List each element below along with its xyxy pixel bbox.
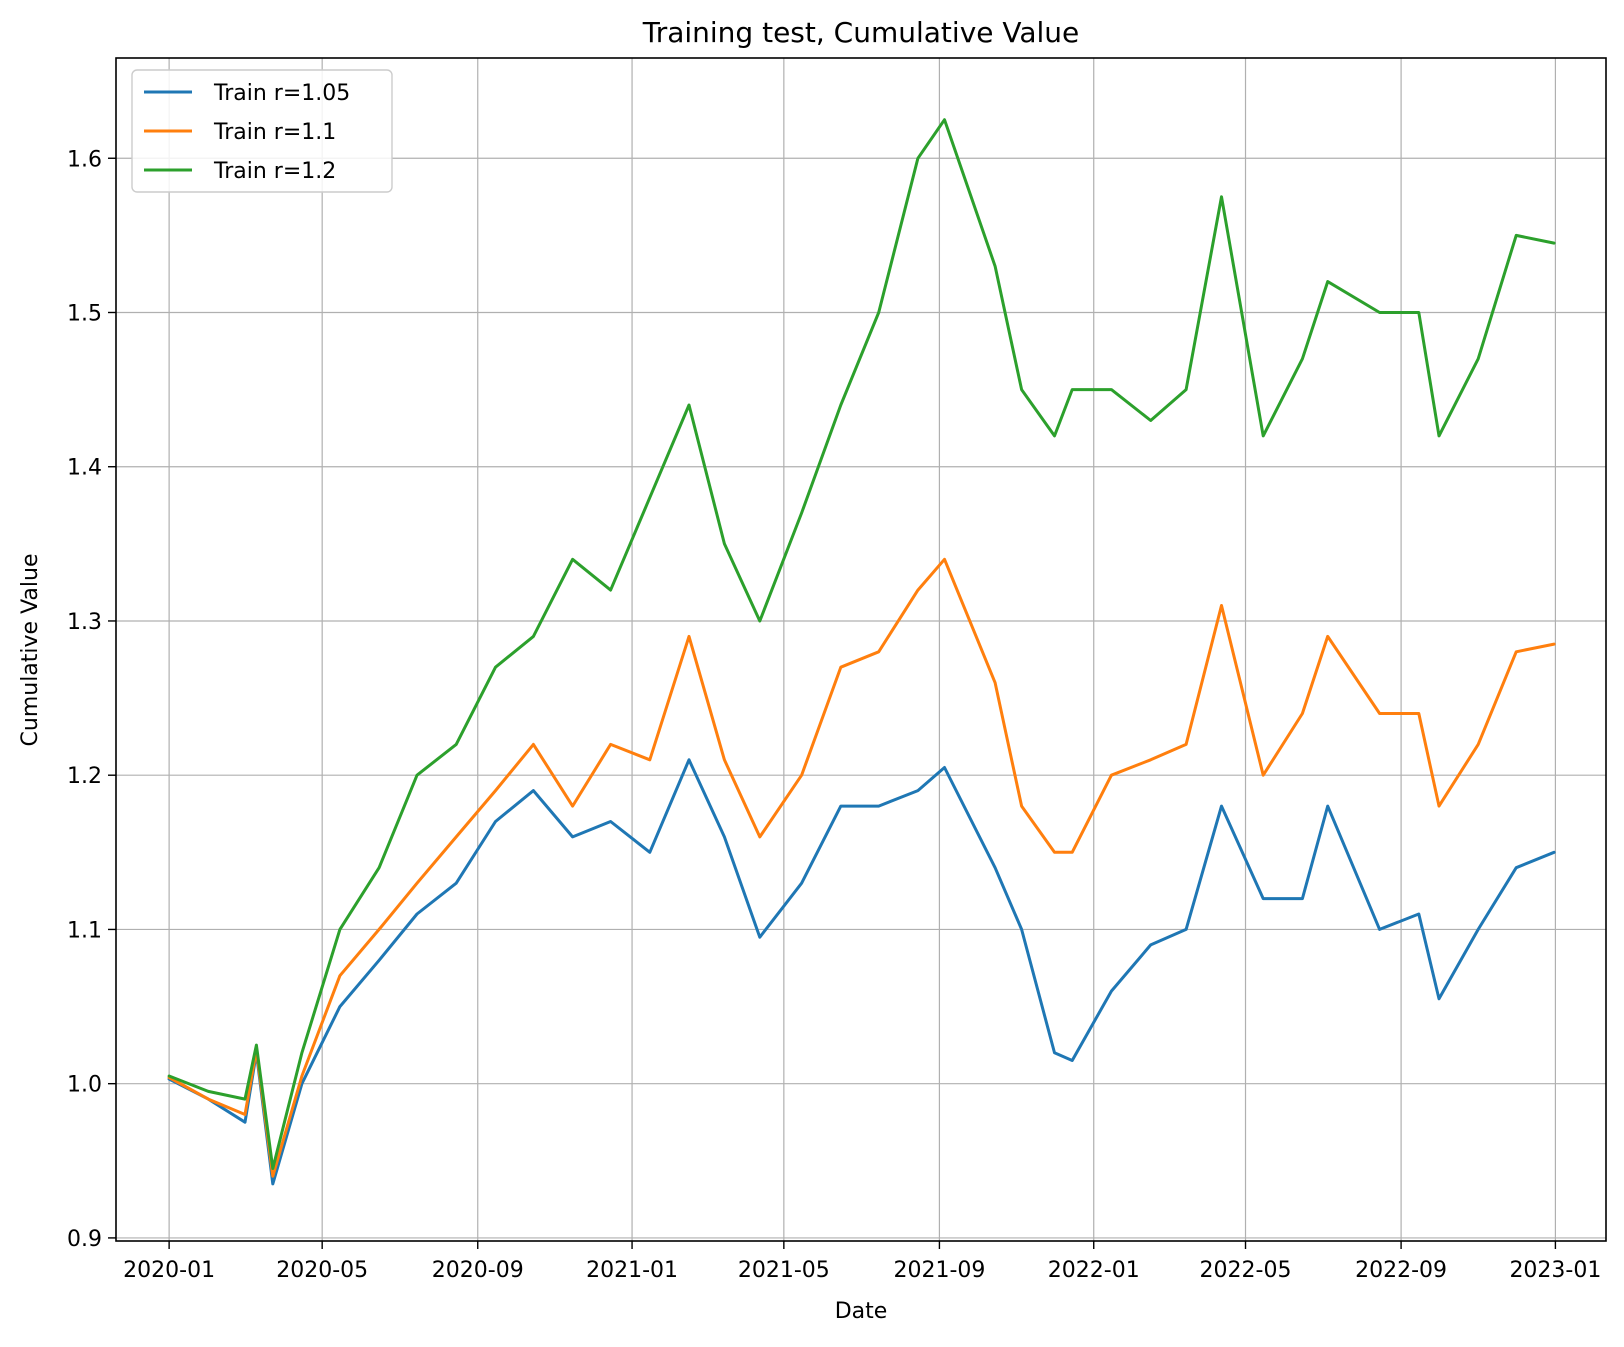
y-tick-label: 1.5 <box>67 301 102 326</box>
y-tick-label: 1.0 <box>67 1073 102 1098</box>
x-tick-label: 2023-01 <box>1509 1258 1601 1283</box>
grid <box>116 58 1606 1241</box>
y-tick-label: 0.9 <box>67 1227 102 1252</box>
y-tick-label: 1.1 <box>67 918 102 943</box>
x-tick-label: 2020-09 <box>432 1258 524 1283</box>
x-tick-label: 2020-01 <box>123 1258 215 1283</box>
legend: Train r=1.05 Train r=1.1 Train r=1.2 <box>131 69 393 193</box>
series-line <box>167 758 1556 1186</box>
y-tick-label: 1.3 <box>67 610 102 635</box>
legend-frame <box>131 69 393 193</box>
plot-frame <box>115 57 1607 1242</box>
x-tick-label: 2022-09 <box>1355 1258 1447 1283</box>
series-line <box>167 557 1556 1178</box>
x-tick-label: 2022-05 <box>1200 1258 1292 1283</box>
legend-label: Train r=1.2 <box>213 159 336 184</box>
legend-label: Train r=1.05 <box>213 81 350 106</box>
series-lines <box>167 118 1556 1186</box>
x-tick-label: 2021-05 <box>738 1258 830 1283</box>
axis-ticks: 2020-01 2020-05 2020-09 2021-01 2021-05 2021-… <box>67 147 1601 1283</box>
series-line <box>167 118 1556 1170</box>
y-tick-label: 1.6 <box>67 147 102 172</box>
x-tick-label: 2021-09 <box>893 1258 985 1283</box>
y-tick-label: 1.4 <box>67 456 102 481</box>
x-axis-label: Date <box>835 1299 888 1324</box>
legend-label: Train r=1.1 <box>213 120 336 145</box>
chart-title: Training test, Cumulative Value <box>642 16 1080 49</box>
y-axis-label: Cumulative Value <box>18 554 43 747</box>
y-tick-label: 1.2 <box>67 764 102 789</box>
x-tick-label: 2020-05 <box>276 1258 368 1283</box>
x-tick-label: 2022-01 <box>1048 1258 1140 1283</box>
x-tick-label: 2021-01 <box>586 1258 678 1283</box>
